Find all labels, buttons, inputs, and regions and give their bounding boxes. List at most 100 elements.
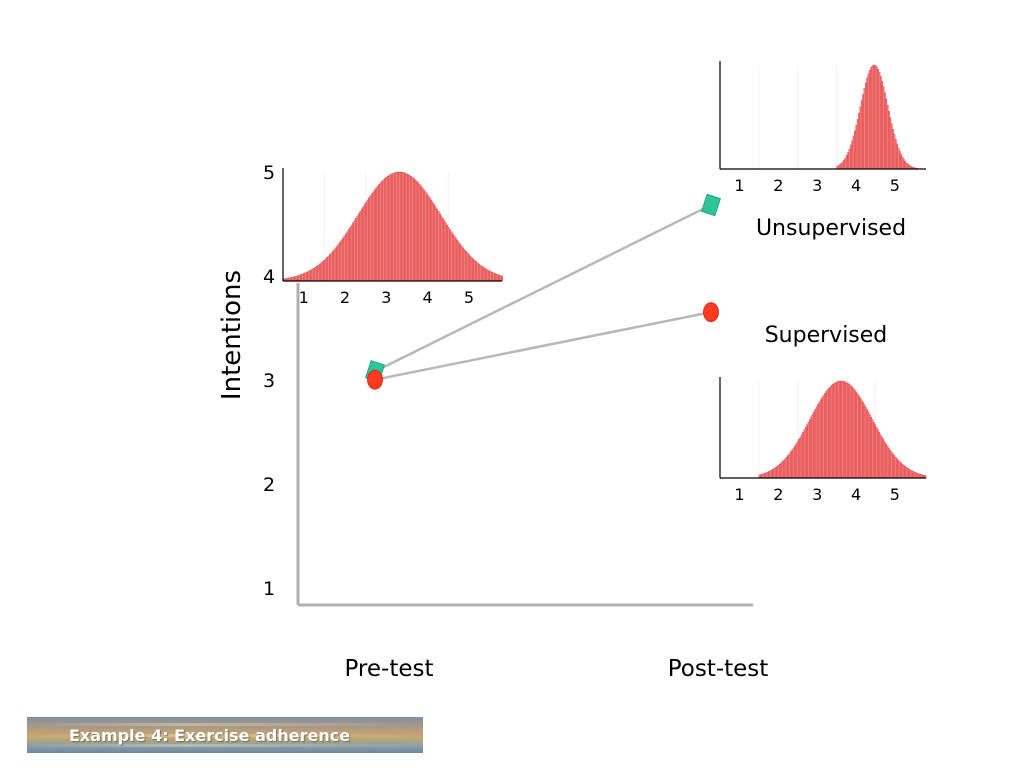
distribution-bar: [493, 273, 496, 282]
distribution-bar: [821, 397, 823, 479]
distribution-bar: [860, 399, 863, 479]
distribution-bar: [868, 414, 871, 479]
distribution-bar: [386, 176, 389, 282]
inset-x-tick-label: 2: [340, 288, 350, 307]
distribution-bar: [894, 456, 897, 479]
distribution-bar: [295, 275, 298, 282]
distribution-bar: [437, 211, 440, 282]
distribution-bar: [417, 182, 420, 282]
distribution-bar: [297, 275, 300, 282]
distribution-bar: [841, 380, 844, 479]
distribution-bar: [449, 229, 451, 282]
distribution-bar: [913, 471, 916, 479]
distribution-bar: [873, 64, 875, 170]
distribution-bar: [856, 393, 859, 479]
distribution-bar: [304, 272, 307, 282]
distribution-bar: [858, 112, 860, 170]
inset-x-tick-label: 1: [299, 288, 309, 307]
distribution-bar: [871, 65, 874, 170]
distribution-bar: [851, 386, 853, 479]
distribution-bar: [850, 144, 852, 170]
distribution-bar: [900, 154, 903, 170]
distribution-bar: [881, 81, 884, 170]
inset-x-tick-label: 2: [773, 485, 783, 504]
distribution-bar: [394, 172, 396, 282]
distribution-bar: [770, 469, 773, 479]
unsupervised-label: Unsupervised: [756, 216, 906, 241]
inset-x-tick-label: 2: [773, 176, 783, 195]
distribution-bar: [852, 135, 855, 170]
unsupervised-point: [701, 193, 721, 217]
distribution-bar: [792, 447, 795, 479]
distribution-bar: [892, 129, 894, 170]
distribution-bar: [809, 419, 811, 479]
distribution-bar: [353, 220, 356, 282]
distribution-bar: [441, 218, 444, 282]
y-tick-label: 2: [263, 474, 275, 496]
distribution-bar: [373, 189, 376, 282]
distribution-bar: [324, 258, 327, 282]
distribution-bar: [837, 381, 840, 479]
distribution-bar: [879, 434, 882, 479]
distribution-bar: [906, 468, 909, 479]
distribution-bar: [478, 263, 480, 282]
distribution-bar: [334, 247, 337, 282]
distribution-bar: [426, 193, 428, 282]
distribution-bar: [858, 395, 860, 479]
distribution-bar: [336, 245, 339, 282]
distribution-bar: [453, 235, 456, 282]
distribution-bar: [469, 255, 472, 282]
inset-x-tick-label: 5: [890, 485, 900, 504]
distribution-bar: [407, 174, 409, 282]
distribution-bar: [859, 397, 862, 479]
distribution-bar: [395, 172, 398, 282]
distribution-bar: [904, 161, 907, 170]
supervised-point: [367, 369, 383, 390]
distribution-bar: [456, 239, 459, 282]
distribution-bar: [814, 409, 817, 479]
distribution-bar: [884, 92, 886, 170]
distribution-bar: [877, 68, 879, 170]
distribution-bar: [829, 386, 832, 479]
distribution-bar: [444, 222, 447, 282]
distribution-bar: [362, 206, 365, 282]
y-tick-label: 1: [263, 578, 275, 600]
distribution-bar: [840, 163, 843, 170]
distribution-bar: [903, 159, 905, 170]
distribution-bar: [414, 179, 417, 282]
distribution-bar: [890, 451, 893, 479]
inset-x-tick-label: 5: [890, 176, 900, 195]
distribution-bar: [433, 204, 436, 282]
distribution-bar: [303, 273, 305, 282]
distribution-bar: [856, 119, 859, 170]
supervised-point: [703, 302, 719, 323]
distribution-bar: [408, 175, 411, 282]
distribution-bar: [430, 199, 433, 282]
distribution-bar: [492, 272, 495, 282]
distribution-bar: [888, 111, 890, 170]
distribution-bar: [844, 381, 847, 479]
distribution-bar: [845, 155, 848, 170]
distribution-bar: [343, 235, 346, 282]
distribution-bar: [898, 461, 901, 479]
distribution-bar: [431, 201, 434, 282]
distribution-bar: [823, 393, 826, 479]
distribution-bar: [488, 270, 490, 282]
distribution-bar: [313, 267, 315, 282]
distribution-bar: [849, 385, 852, 479]
distribution-bar: [331, 251, 334, 282]
distribution-bar: [815, 406, 818, 479]
distribution-bar: [825, 391, 828, 479]
distribution-bar: [897, 147, 900, 170]
distribution-bar: [450, 231, 453, 282]
distribution-bar: [855, 391, 857, 479]
distribution-bar: [462, 247, 464, 282]
distribution-bar: [860, 100, 863, 170]
distribution-bar: [832, 384, 834, 479]
inset-x-tick-label: 3: [812, 485, 822, 504]
distribution-bar: [878, 72, 881, 170]
distribution-bar: [819, 399, 822, 479]
distribution-bar: [844, 157, 847, 170]
distribution-bar: [384, 178, 386, 282]
distribution-bar: [784, 458, 787, 479]
